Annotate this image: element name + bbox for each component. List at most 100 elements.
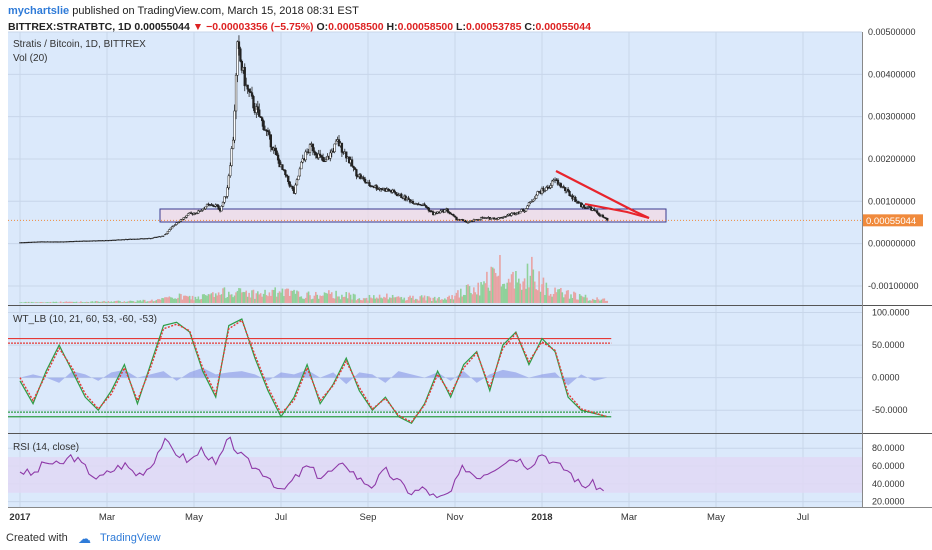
volume-bar (35, 302, 37, 303)
volume-bar (594, 300, 597, 303)
volume-bar (367, 300, 369, 303)
volume-bar (293, 289, 295, 303)
volume-bar (602, 298, 604, 303)
volume-bar (431, 301, 433, 303)
volume-bar (65, 301, 68, 303)
candle-body (179, 219, 183, 222)
candle-body (130, 238, 133, 240)
candle-body (464, 219, 467, 222)
volume-bar (458, 297, 461, 303)
candle-body (568, 191, 571, 196)
candle-body (117, 239, 120, 241)
candle-body (136, 238, 139, 240)
candle-body (359, 174, 362, 179)
volume-bar (606, 300, 609, 303)
volume-bar (301, 298, 304, 303)
candle-body (132, 238, 134, 240)
volume-bar (80, 301, 82, 303)
volume-bar (162, 298, 165, 303)
candle-body (41, 241, 43, 243)
volume-bar (365, 297, 368, 303)
candle-body (65, 241, 68, 243)
volume-bar (180, 294, 182, 303)
volume-bar (117, 300, 120, 303)
volume-bar (473, 287, 475, 303)
volume-bar (110, 301, 113, 303)
chart-canvas[interactable]: 0.00500000 0.00400000 0.00300000 0.00200000… (0, 0, 932, 526)
volume-bar (200, 299, 203, 303)
candle-body (408, 199, 412, 203)
candle-body (93, 240, 95, 242)
volume-bar (32, 302, 34, 303)
high-label: H: (386, 21, 398, 33)
volume-bar (196, 298, 198, 303)
volume-bar (471, 294, 474, 303)
x-tick-label: May (185, 512, 203, 523)
volume-bar (270, 295, 272, 303)
volume-bar (319, 295, 321, 303)
candle-body (355, 169, 358, 177)
volume-bar (154, 301, 156, 303)
candle-body (96, 240, 98, 242)
candle-body (216, 204, 219, 207)
author-link[interactable]: mychartslie (8, 5, 70, 17)
candle-body (549, 185, 552, 188)
volume-bar (304, 297, 307, 303)
candle-body (337, 139, 341, 147)
low-value: 0.00053785 (465, 21, 522, 33)
volume-bar (185, 295, 188, 303)
volume-bar (306, 292, 308, 303)
volume-bar (591, 298, 594, 303)
candle-body (542, 188, 545, 191)
candle-body (128, 238, 130, 241)
candle-body (51, 241, 53, 243)
candle-body (75, 240, 78, 242)
volume-bar (548, 295, 551, 303)
volume-bar (557, 289, 559, 303)
volume-bar (52, 301, 55, 303)
volume-bar (448, 295, 450, 303)
candle-body (68, 241, 70, 243)
volume-bar (170, 297, 172, 303)
volume-bar (402, 299, 404, 303)
volume-bar (45, 302, 47, 303)
volume-bar (107, 301, 110, 303)
volume-bar (436, 298, 439, 303)
volume-bar (326, 293, 329, 303)
volume-bar (388, 297, 391, 303)
volume-bar (370, 297, 372, 303)
volume-bar (538, 271, 540, 303)
volume-bar (241, 292, 243, 303)
volume-bar (435, 300, 437, 303)
volume-bar (125, 302, 127, 303)
volume-bar (354, 294, 356, 303)
volume-bar (161, 297, 163, 303)
volume-bar (156, 299, 159, 303)
candle-body (49, 241, 52, 243)
volume-bar (19, 302, 21, 303)
volume-bar (103, 300, 105, 303)
candle-body (276, 154, 280, 161)
x-tick-label: Jul (797, 512, 809, 523)
price-candles (19, 35, 609, 244)
candle-body (36, 241, 39, 243)
volume-bar (127, 301, 130, 303)
volume-bar (310, 299, 313, 303)
volume-bar (232, 297, 234, 303)
candle-body (57, 241, 59, 243)
volume-bar (417, 300, 420, 303)
candle-body (162, 235, 165, 237)
volume-bar (135, 301, 137, 303)
volume-bar (97, 301, 100, 303)
candle-body (55, 241, 57, 243)
close-label: C: (524, 21, 536, 33)
volume-bar (287, 288, 290, 303)
tradingview-brand-link[interactable]: TradingView (100, 532, 161, 544)
candle-body (249, 91, 252, 93)
rsi-y-axis: 80.0000 60.0000 40.0000 20.0000 (872, 443, 905, 506)
candle-body (78, 240, 81, 242)
volume-bar (280, 292, 282, 303)
volume-bar (486, 271, 488, 303)
candle-body (123, 239, 126, 241)
volume-bar (193, 300, 195, 303)
